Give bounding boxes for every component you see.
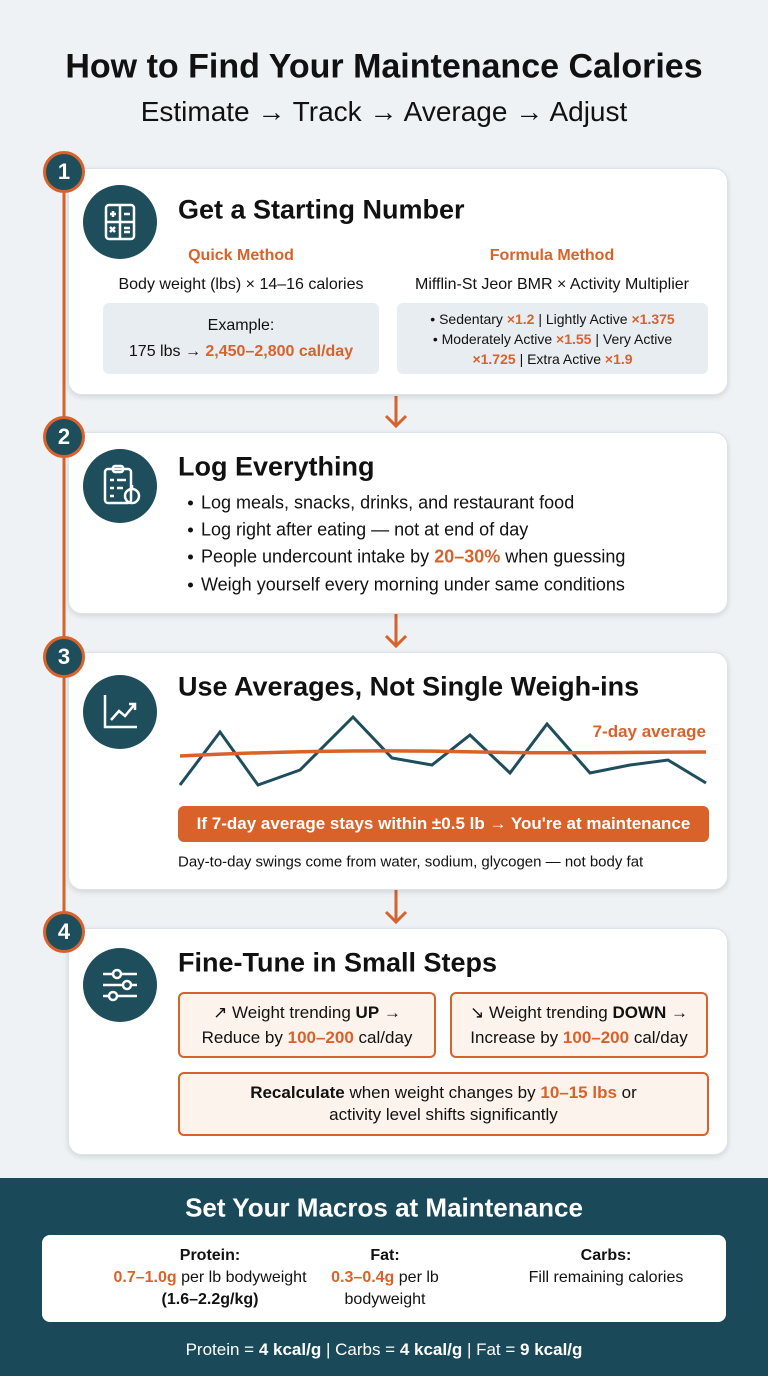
recalc-box: [178, 1072, 709, 1136]
highlight: 100–200: [287, 1028, 354, 1047]
highlight: 100–200: [562, 1028, 630, 1047]
step-card: [68, 432, 728, 614]
example-label: Example:: [207, 317, 275, 334]
macros-footer: Protein = 4 kcal/g | Carbs = 4 kcal/g | …: [0, 1340, 768, 1360]
legend-label: 7-day average: [592, 722, 706, 741]
text: | Very Active: [595, 331, 673, 347]
emphasis: 4 kcal/g: [258, 1340, 322, 1359]
multiplier-line: • Moderately Active ×1.55 | Very Active: [397, 331, 708, 347]
text: cal/day: [358, 1028, 413, 1047]
method-text: Mifflin-St Jeor BMR × Activity Multiplie…: [415, 276, 689, 293]
step-number: 3: [43, 636, 85, 678]
text: or: [621, 1083, 637, 1102]
recalc-line: activity level shifts significantly: [329, 1105, 558, 1124]
macro-label: Carbs:: [580, 1247, 632, 1264]
calculator-icon: [83, 185, 157, 259]
emphasis: 9 kcal/g: [520, 1340, 583, 1359]
title: How to Find Your Maintenance Calories: [65, 47, 703, 86]
step-number: 2: [43, 416, 85, 458]
callout: If 7-day average stays within ±0.5 lb → …: [178, 806, 709, 842]
step-title: Use Averages, Not Single Weigh-ins: [178, 671, 640, 702]
highlight: 20–30%: [434, 546, 501, 567]
sliders-icon: [83, 948, 157, 1022]
macro-label: Protein:: [179, 1247, 241, 1264]
highlight: ×1.2: [506, 311, 535, 327]
text: • Moderately Active: [432, 331, 553, 347]
subtitle: Estimate → Track → Average → Adjust: [140, 96, 628, 127]
text: when weight changes by: [349, 1083, 536, 1102]
text: per lb bodyweight: [181, 1269, 307, 1286]
timeline: [62, 172, 408, 932]
example-line: 175 lbs → 2,450–2,800 cal/day: [103, 343, 379, 361]
bullet: Log right after eating — not at end of d…: [187, 519, 529, 540]
text: →: [671, 1003, 689, 1022]
highlight: 10–15 lbs: [540, 1083, 617, 1102]
highlight: ×1.375: [631, 311, 675, 327]
macro-line: (1.6–2.2g/kg): [161, 1291, 259, 1308]
text: | Fat =: [466, 1340, 516, 1359]
clipboard-icon: [83, 449, 157, 523]
emphasis: Recalculate: [250, 1083, 345, 1102]
step-title: Log Everything: [178, 451, 375, 482]
macro-label: Fat:: [370, 1247, 400, 1264]
example-box: [103, 303, 379, 374]
text: • Sedentary: [430, 311, 503, 327]
highlight: ×1.9: [604, 351, 633, 367]
bullet: Weigh yourself every morning under same …: [188, 574, 625, 595]
macros-box: [42, 1235, 726, 1322]
down-line: ↘ Weight trending DOWN →: [450, 1003, 708, 1023]
text: Reduce by: [201, 1028, 283, 1047]
note: Day-to-day swings come from water, sodiu…: [178, 853, 644, 871]
macros-title: Set Your Macros at Maintenance: [185, 1192, 583, 1223]
text: People undercount intake by: [201, 546, 430, 567]
up-box: [178, 992, 436, 1058]
highlight: 0.3–0.4g: [331, 1269, 395, 1286]
text: cal/day: [633, 1028, 688, 1047]
multiplier-line: • Sedentary ×1.2 | Lightly Active ×1.375: [397, 311, 708, 327]
multiplier-line: ×1.725 | Extra Active ×1.9: [397, 351, 708, 367]
text: 175 lbs →: [128, 343, 201, 360]
macro-line: Fill remaining calories: [528, 1269, 684, 1286]
step-title: Fine-Tune in Small Steps: [178, 947, 498, 978]
emphasis: DOWN: [612, 1003, 667, 1022]
text: | Carbs =: [325, 1340, 396, 1359]
highlight: 0.7–1.0g: [113, 1269, 177, 1286]
step-number: 4: [43, 911, 85, 953]
emphasis: UP: [355, 1003, 380, 1022]
down-box: [450, 992, 708, 1058]
highlight: ×1.725: [472, 351, 516, 367]
text: Increase by: [470, 1028, 559, 1047]
text: Protein =: [185, 1340, 255, 1359]
text: ↗ Weight trending: [213, 1003, 351, 1022]
text: | Lightly Active: [538, 311, 628, 327]
multiplier-box: [397, 303, 708, 374]
bullet: People undercount intake by 20–30% when …: [187, 546, 626, 568]
text: ↘ Weight trending: [469, 1003, 608, 1022]
method-heading: Formula Method: [489, 247, 615, 264]
text: | Extra Active: [519, 351, 602, 367]
text: →: [383, 1003, 401, 1022]
macro-line: 0.7–1.0g per lb bodyweight: [90, 1269, 330, 1287]
method-text: Body weight (lbs) × 14–16 calories: [118, 276, 364, 293]
macro-line: bodyweight: [344, 1291, 426, 1308]
bullet: Log meals, snacks, drinks, and restauran…: [187, 492, 575, 513]
step-title: Get a Starting Number: [178, 194, 465, 225]
macro-line: 0.3–0.4g per lb: [295, 1269, 475, 1287]
highlight: 2,450–2,800 cal/day: [205, 343, 354, 360]
text: when guessing: [505, 546, 626, 567]
text: per lb: [398, 1269, 439, 1286]
recalc-line: Recalculate when weight changes by 10–15…: [178, 1083, 709, 1103]
step-card: [68, 652, 728, 890]
highlight: ×1.55: [556, 331, 592, 347]
down-line: Increase by 100–200 cal/day: [450, 1028, 708, 1048]
emphasis: 4 kcal/g: [399, 1340, 463, 1359]
trend-illustration: [178, 714, 707, 787]
method-heading: Quick Method: [188, 247, 294, 264]
up-line: ↗ Weight trending UP →: [178, 1003, 436, 1023]
up-line: Reduce by 100–200 cal/day: [178, 1028, 436, 1048]
step-number: 1: [43, 151, 85, 193]
chart-icon: [83, 675, 157, 749]
